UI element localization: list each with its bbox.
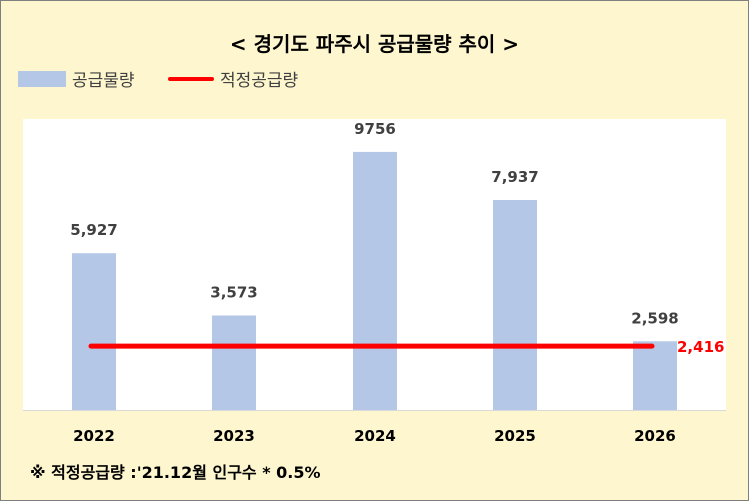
- legend-swatch-appropriate: [168, 76, 214, 81]
- x-tick-2025: 2025: [494, 427, 536, 445]
- data-label-2025: 7,937: [491, 168, 538, 186]
- data-label-2023: 3,573: [210, 283, 257, 301]
- legend-item-supply: 공급물량: [18, 66, 135, 91]
- appropriate-supply-label: 2,416: [677, 338, 724, 356]
- data-label-2022: 5,927: [70, 221, 117, 239]
- bar-2026: [633, 341, 677, 410]
- x-tick-2023: 2023: [213, 427, 255, 445]
- data-label-2026: 2,598: [631, 309, 678, 327]
- legend-item-appropriate: 적정공급량: [168, 66, 298, 91]
- bar-2025: [493, 200, 537, 410]
- legend-label-supply: 공급물량: [72, 71, 135, 91]
- bar-2024: [353, 151, 397, 410]
- bar-2022: [72, 253, 116, 410]
- bar-2023: [212, 315, 256, 410]
- x-tick-2026: 2026: [634, 427, 676, 445]
- legend-label-appropriate: 적정공급량: [220, 71, 299, 91]
- legend-swatch-supply: [18, 70, 66, 87]
- x-tick-2022: 2022: [73, 427, 115, 445]
- data-label-2024: 9756: [354, 120, 396, 138]
- x-tick-2024: 2024: [354, 427, 396, 445]
- chart-title: < 경기도 파주시 공급물량 추이 >: [229, 32, 520, 56]
- footnote: ※ 적정공급량 :'21.12월 인구수 * 0.5%: [30, 463, 321, 482]
